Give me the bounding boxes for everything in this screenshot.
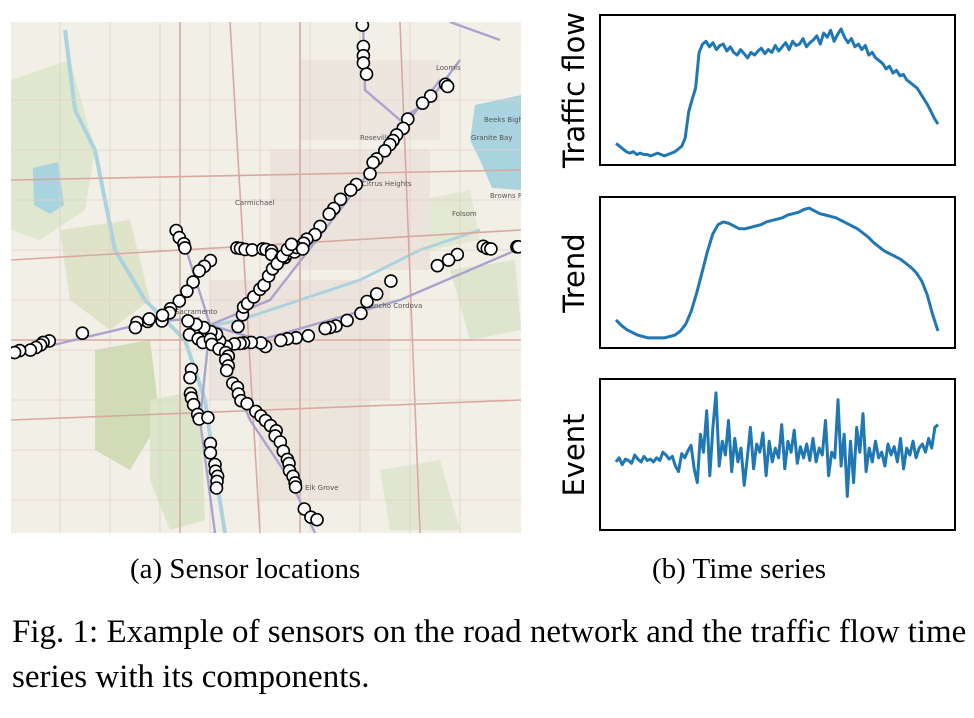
map-label: Loomis xyxy=(436,64,461,72)
sensor-marker xyxy=(369,287,384,301)
sensor-marker xyxy=(172,294,187,308)
ylabel-traffic-flow: Traffic flow xyxy=(557,11,591,169)
map-label: Roseville xyxy=(360,134,391,142)
park-area xyxy=(95,340,160,470)
figure-caption: Fig. 1: Example of sensors on the road n… xyxy=(12,614,967,695)
sensor-marker xyxy=(203,445,218,460)
map-label: Browns Ravine xyxy=(490,192,542,200)
place-labels: Loomis Roseville Citrus Heights Folsom G… xyxy=(175,64,542,492)
sensor-marker xyxy=(209,481,224,495)
sensor-markers xyxy=(11,22,521,527)
water xyxy=(33,162,64,214)
sensor-marker xyxy=(430,258,445,273)
sensor-marker xyxy=(322,207,337,221)
sensor-marker xyxy=(192,264,206,278)
trend-frame xyxy=(599,196,956,349)
map-label: Rancho Cordova xyxy=(365,302,422,310)
sensor-marker xyxy=(240,396,254,411)
river xyxy=(189,228,481,332)
sensor-marker xyxy=(415,96,430,110)
sensor-marker xyxy=(183,370,197,385)
sensor-marker xyxy=(231,319,245,334)
sensor-marker xyxy=(360,294,374,309)
sensor-marker xyxy=(384,274,398,288)
ylabel-trend: Trend xyxy=(557,233,591,313)
event-frame xyxy=(599,378,956,531)
sensor-marker xyxy=(377,144,392,158)
sensor-marker xyxy=(186,275,200,289)
traffic-flow-series xyxy=(615,27,940,158)
map-label: Citrus Heights xyxy=(362,180,412,188)
map-label: Folsom xyxy=(452,210,477,218)
park-area xyxy=(60,220,150,330)
map-label: Elk Grove xyxy=(305,484,339,492)
sensor-marker xyxy=(441,253,456,267)
park-area xyxy=(150,390,205,530)
sensor-marker xyxy=(75,326,90,341)
sensor-marker xyxy=(180,284,194,299)
sensor-map: Loomis Roseville Citrus Heights Folsom G… xyxy=(11,22,542,533)
sensor-marker xyxy=(310,512,324,527)
sensor-marker xyxy=(318,321,333,336)
sensor-marker xyxy=(343,183,358,197)
sensor-marker xyxy=(142,312,156,326)
subcaption-a: (a) Sensor locations xyxy=(130,553,361,585)
traffic-flow-frame xyxy=(599,14,956,166)
map-label: Beeks Bight xyxy=(484,116,526,124)
sensor-marker xyxy=(284,237,299,252)
sensor-marker xyxy=(201,410,215,425)
sensor-marker xyxy=(354,306,368,321)
map-label: Sacramento xyxy=(175,308,217,316)
sensor-marker xyxy=(273,333,288,348)
sensor-marker xyxy=(440,79,455,94)
map-label: Carmichael xyxy=(235,199,275,207)
sensor-marker xyxy=(11,345,22,360)
subcaption-b: (b) Time series xyxy=(652,553,826,585)
sensor-marker xyxy=(295,242,310,256)
trend-series xyxy=(614,206,940,340)
map-label: Granite Bay xyxy=(471,134,512,142)
sensor-marker xyxy=(359,67,374,81)
sensor-marker xyxy=(219,363,234,378)
sensor-marker xyxy=(356,56,371,70)
sensor-marker xyxy=(301,328,316,343)
park-area xyxy=(380,460,460,530)
sensor-marker xyxy=(288,480,303,494)
sensor-marker xyxy=(484,242,498,256)
sensor-marker xyxy=(511,240,521,254)
sensor-marker xyxy=(155,308,170,323)
sensor-marker xyxy=(340,313,354,328)
sensor-marker xyxy=(181,314,195,328)
water xyxy=(470,95,521,190)
sensor-marker xyxy=(363,167,377,181)
sensor-marker xyxy=(333,192,348,207)
sensor-marker xyxy=(355,22,370,32)
ylabel-event: Event xyxy=(557,413,591,497)
sensor-marker xyxy=(178,241,192,255)
sensor-marker xyxy=(128,320,143,335)
sensor-marker xyxy=(366,155,380,170)
event-series xyxy=(614,391,940,498)
